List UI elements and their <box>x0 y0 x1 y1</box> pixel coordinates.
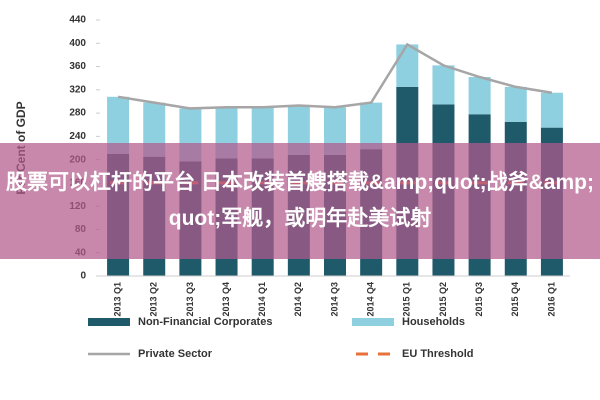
legend-swatch <box>352 318 394 326</box>
legend-label: Private Sector <box>138 348 213 360</box>
bar <box>287 105 310 155</box>
x-tick-label: 2015 Q2 <box>438 282 448 317</box>
x-tick-label: 2013 Q2 <box>149 282 159 317</box>
x-tick-label: 2013 Q4 <box>221 282 231 317</box>
y-tick-label: 0 <box>80 271 86 282</box>
overlay-banner: 股票可以杠杆的平台 日本改装首艘搭载&amp;quot;战斧&amp;quot;… <box>0 143 600 259</box>
bar <box>468 77 491 115</box>
bar <box>540 92 563 128</box>
y-tick-label: 440 <box>69 15 86 26</box>
x-tick-label: 2014 Q2 <box>293 282 303 317</box>
y-tick-label: 240 <box>69 131 86 142</box>
bar <box>504 86 527 122</box>
legend-swatch <box>88 318 130 326</box>
x-tick-label: 2013 Q1 <box>112 282 122 317</box>
legend-label: Non-Financial Corporates <box>138 316 272 328</box>
y-tick-label: 320 <box>69 84 86 95</box>
bar <box>396 44 419 87</box>
bar <box>107 96 130 154</box>
x-tick-label: 2015 Q3 <box>474 282 484 317</box>
y-tick-label: 400 <box>69 38 86 49</box>
bar <box>432 65 455 105</box>
legend-label: EU Threshold <box>402 348 474 360</box>
x-tick-label: 2015 Q4 <box>510 282 520 317</box>
x-tick-label: 2015 Q1 <box>402 282 412 317</box>
x-tick-label: 2013 Q3 <box>185 282 195 317</box>
x-tick-label: 2016 Q1 <box>546 282 556 317</box>
line <box>117 42 553 110</box>
x-tick-label: 2014 Q4 <box>366 282 376 317</box>
x-tick-label: 2014 Q1 <box>257 282 267 317</box>
x-tick-label: 2014 Q3 <box>329 282 339 317</box>
bar <box>360 102 383 150</box>
legend-label: Households <box>402 316 465 328</box>
y-tick-label: 360 <box>69 61 86 72</box>
y-tick-label: 280 <box>69 108 86 119</box>
